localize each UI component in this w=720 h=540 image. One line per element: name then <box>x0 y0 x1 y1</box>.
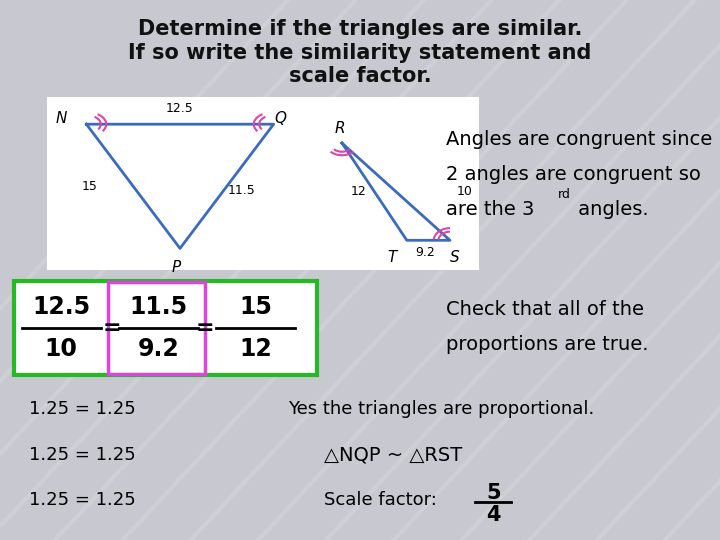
Text: P: P <box>172 260 181 275</box>
Text: 4: 4 <box>486 505 500 525</box>
Text: N: N <box>55 111 67 126</box>
Text: 9.2: 9.2 <box>415 246 435 259</box>
Text: proportions are true.: proportions are true. <box>446 335 649 354</box>
Text: 12.5: 12.5 <box>32 295 90 319</box>
Text: △NQP ~ △RST: △NQP ~ △RST <box>324 446 462 464</box>
Text: rd: rd <box>558 188 571 201</box>
Text: 1.25 = 1.25: 1.25 = 1.25 <box>29 446 135 463</box>
Text: 10: 10 <box>45 337 78 361</box>
Text: 9.2: 9.2 <box>138 337 179 361</box>
Text: If so write the similarity statement and: If so write the similarity statement and <box>128 43 592 63</box>
Text: 15: 15 <box>239 295 272 319</box>
Text: 2 angles are congruent so: 2 angles are congruent so <box>446 165 701 184</box>
Text: T: T <box>387 250 397 265</box>
Text: Angles are congruent since: Angles are congruent since <box>446 130 713 148</box>
Text: scale factor.: scale factor. <box>289 66 431 86</box>
FancyBboxPatch shape <box>47 97 479 270</box>
Text: angles.: angles. <box>572 200 649 219</box>
Text: 5: 5 <box>486 483 500 503</box>
Text: 12: 12 <box>239 337 272 361</box>
Text: 12.5: 12.5 <box>166 102 194 114</box>
Text: =: = <box>102 318 121 338</box>
Text: 11.5: 11.5 <box>228 184 255 197</box>
Text: Determine if the triangles are similar.: Determine if the triangles are similar. <box>138 19 582 39</box>
Text: R: R <box>335 121 345 136</box>
Text: 15: 15 <box>82 180 98 193</box>
FancyBboxPatch shape <box>108 282 205 374</box>
Text: Check that all of the: Check that all of the <box>446 300 644 319</box>
Text: 1.25 = 1.25: 1.25 = 1.25 <box>29 491 135 509</box>
Text: 10: 10 <box>456 185 472 198</box>
Text: are the 3: are the 3 <box>446 200 535 219</box>
Text: Q: Q <box>275 111 287 126</box>
Text: 11.5: 11.5 <box>130 295 187 319</box>
Text: 1.25 = 1.25: 1.25 = 1.25 <box>29 400 135 417</box>
Text: S: S <box>450 250 460 265</box>
Text: 12: 12 <box>351 185 366 198</box>
Text: Scale factor:: Scale factor: <box>324 491 443 509</box>
FancyBboxPatch shape <box>14 281 317 375</box>
Text: Yes the triangles are proportional.: Yes the triangles are proportional. <box>288 400 594 417</box>
Text: =: = <box>196 318 215 338</box>
